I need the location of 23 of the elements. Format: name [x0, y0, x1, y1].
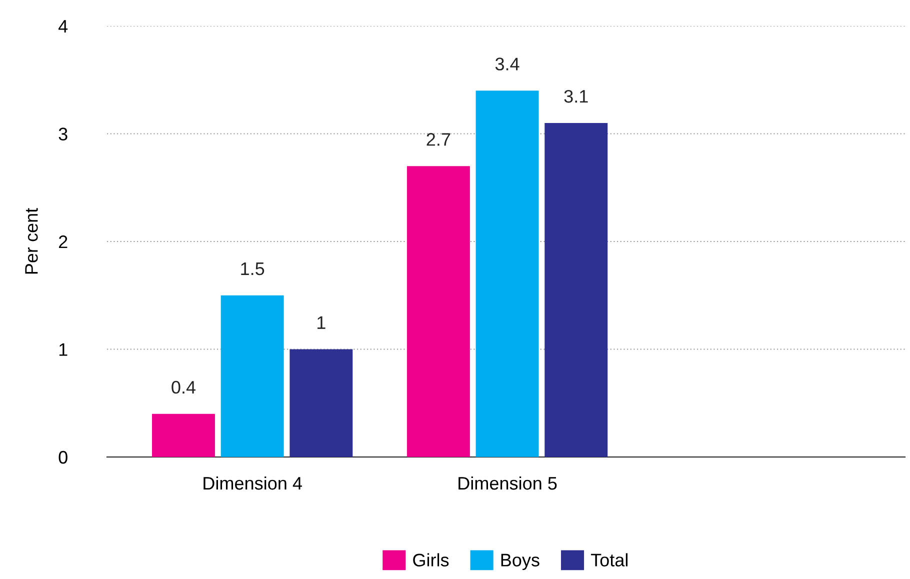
y-tick-label: 4 — [58, 20, 68, 33]
data-label: 3.4 — [495, 58, 520, 70]
bar — [476, 90, 539, 457]
y-tick-label: 1 — [59, 343, 68, 356]
x-tick-label: Dimension 5 — [458, 476, 557, 490]
y-tick-label: 0 — [58, 450, 68, 464]
x-tick-label: Dimension 4 — [204, 476, 302, 490]
bar — [220, 295, 284, 457]
bar — [152, 414, 215, 457]
y-axis-title: Per cent — [25, 208, 38, 274]
legend-label: Girls — [413, 553, 449, 566]
data-label: 0.4 — [172, 380, 196, 394]
data-label: 3.1 — [564, 90, 588, 103]
bar — [290, 349, 353, 457]
data-label: 2.7 — [426, 133, 450, 146]
data-label: 1.5 — [241, 262, 264, 276]
legend-label: Boys — [501, 554, 540, 570]
bar — [544, 122, 608, 457]
bar — [406, 166, 470, 457]
legend-label: Total — [590, 553, 628, 566]
y-tick-label: 2 — [58, 235, 68, 248]
y-tick-label: 3 — [58, 128, 68, 140]
data-label: 1 — [318, 316, 326, 329]
